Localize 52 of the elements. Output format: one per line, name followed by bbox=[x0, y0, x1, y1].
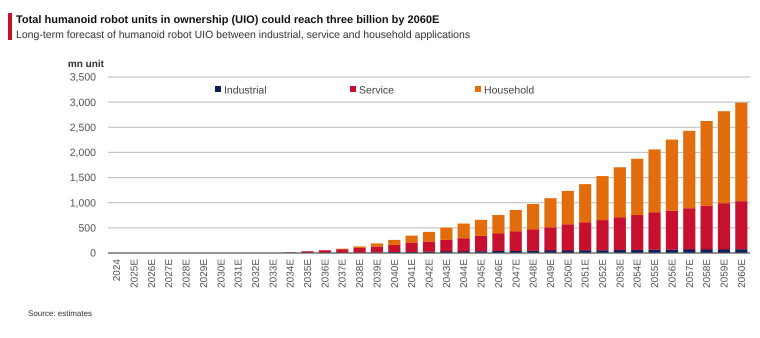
x-tick-label: 2050E bbox=[563, 258, 574, 288]
x-tick-label: 2036E bbox=[320, 258, 332, 288]
x-tick-label: 2030E bbox=[216, 258, 228, 288]
x-tick-label: 2051E bbox=[580, 258, 592, 288]
x-tick-label: 2038E bbox=[355, 258, 366, 288]
x-tick-label: 2032E bbox=[250, 258, 262, 288]
y-tick-label: 1,500 bbox=[70, 172, 96, 184]
x-tick-label: 2041E bbox=[407, 258, 418, 288]
x-tick-label: 2024 bbox=[112, 258, 124, 282]
y-axis-title: mn unit bbox=[68, 59, 105, 70]
x-tick-label: 2049E bbox=[546, 258, 557, 288]
x-tick-label: 2042E bbox=[424, 258, 436, 288]
x-tick-label: 2059E bbox=[719, 258, 730, 288]
x-tick-label: 2040E bbox=[390, 258, 401, 288]
x-tick-label: 2035E bbox=[303, 258, 314, 288]
source-note: Source: estimates bbox=[28, 309, 92, 318]
x-tick-label: 2052E bbox=[598, 258, 610, 288]
x-tick-label: 2028E bbox=[182, 258, 193, 288]
x-tick-label: 2034E bbox=[286, 258, 297, 288]
x-tick-label: 2048E bbox=[528, 258, 540, 288]
x-tick-label: 2037E bbox=[338, 258, 349, 288]
y-tick-label: 2,500 bbox=[70, 122, 96, 134]
x-tick-label: 2046E bbox=[494, 258, 505, 288]
y-tick-label: 500 bbox=[78, 222, 96, 235]
y-tick-label: 3,000 bbox=[70, 96, 96, 109]
chart-subtitle: Long-term forecast of humanoid robot UIO between industrial, service and household applications bbox=[16, 29, 470, 41]
x-tick-label: 2025E bbox=[130, 258, 141, 288]
legend-label: Household bbox=[484, 84, 534, 97]
x-tick-label: 2026E bbox=[146, 258, 158, 288]
x-tick-label: 2044E bbox=[459, 258, 470, 288]
y-tick-label: 1,000 bbox=[70, 197, 96, 210]
x-tick-label: 2029E bbox=[198, 258, 210, 288]
x-tick-label: 2056E bbox=[667, 258, 678, 288]
x-tick-label: 2039E bbox=[372, 258, 384, 288]
x-tick-label: 2053E bbox=[615, 258, 626, 288]
x-tick-label: 2058E bbox=[702, 258, 714, 288]
x-tick-label: 2057E bbox=[684, 258, 696, 288]
y-tick-label: 2,000 bbox=[70, 147, 96, 160]
x-tick-label: 2055E bbox=[650, 258, 662, 288]
legend-label: Industrial bbox=[224, 84, 267, 97]
x-tick-label: 2045E bbox=[476, 258, 488, 288]
x-tick-label: 2033E bbox=[268, 258, 280, 288]
y-tick-label: 3,500 bbox=[70, 72, 96, 84]
y-tick-label: 0 bbox=[90, 248, 96, 260]
x-tick-label: 2027E bbox=[164, 258, 176, 288]
x-tick-label: 2054E bbox=[632, 258, 644, 288]
legend-label: Service bbox=[359, 84, 394, 97]
x-tick-label: 2031E bbox=[234, 258, 245, 288]
chart-title: Total humanoid robot units in ownership (UIO) could reach three billion by 2060E bbox=[16, 14, 440, 26]
x-tick-label: 2043E bbox=[442, 258, 453, 288]
x-tick-label: 2060E bbox=[736, 258, 748, 288]
x-tick-label: 2047E bbox=[511, 258, 522, 288]
